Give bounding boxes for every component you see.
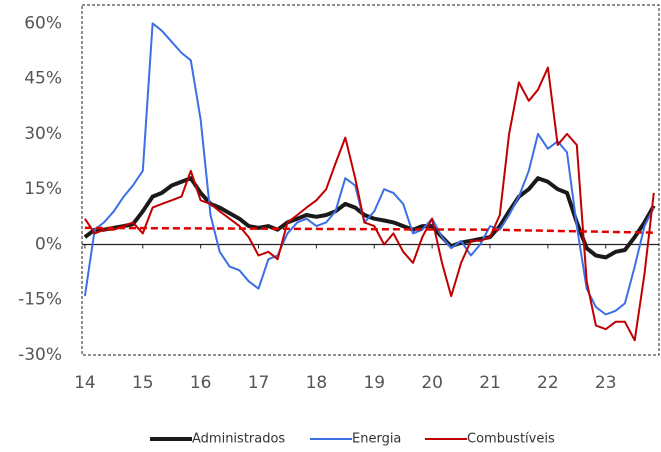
y-tick-label: 0% — [35, 234, 62, 254]
y-tick-label: -30% — [18, 345, 62, 365]
y-tick-label: 45% — [24, 69, 62, 89]
series-line — [84, 226, 654, 234]
x-tick-label: 16 — [190, 373, 212, 393]
x-tick-label: 15 — [132, 373, 154, 393]
y-tick-label: 60% — [24, 13, 62, 33]
legend-label: Combustíveis — [467, 432, 555, 447]
x-tick-label: 18 — [306, 373, 328, 393]
x-tick-label: 23 — [595, 373, 617, 393]
x-tick-label: 20 — [421, 373, 443, 393]
x-tick-label: 22 — [537, 373, 559, 393]
x-tick-label: 14 — [74, 373, 96, 393]
x-tick-label: 19 — [363, 373, 385, 393]
series-line — [83, 22, 655, 316]
y-tick-label: 30% — [24, 124, 62, 144]
legend-label: Administrados — [192, 432, 285, 447]
series-line — [84, 66, 655, 342]
y-tick-label: 15% — [24, 179, 62, 199]
x-tick-label: 17 — [248, 373, 270, 393]
plot-frame — [81, 4, 660, 356]
y-tick-label: -15% — [18, 290, 62, 310]
x-tick-label: 21 — [479, 373, 501, 393]
legend-label: Energia — [352, 432, 401, 447]
